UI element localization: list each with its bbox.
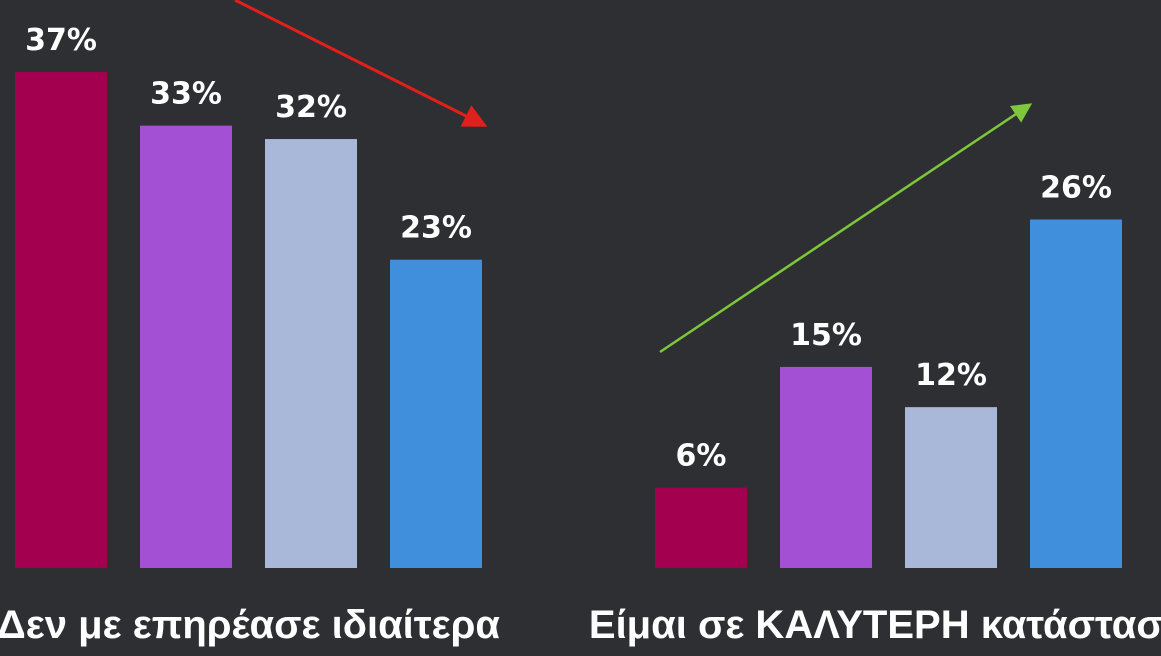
- bar: [390, 259, 482, 568]
- bar: [780, 366, 872, 568]
- value-label: 32%: [275, 90, 347, 125]
- value-label: 15%: [790, 318, 862, 353]
- bar: [15, 72, 107, 569]
- bar: [265, 139, 357, 569]
- category-label: Δεν με επηρέασε ιδιαίτερα: [0, 603, 500, 647]
- bar: [140, 125, 232, 569]
- bar: [905, 407, 997, 568]
- value-label: 23%: [400, 211, 472, 246]
- value-label: 37%: [25, 23, 97, 58]
- bar: [1030, 219, 1122, 568]
- value-label: 26%: [1040, 170, 1112, 205]
- trend-arrow-down: [234, 0, 488, 127]
- value-label: 6%: [676, 439, 727, 474]
- category-label: Είμαι σε ΚΑΛΥΤΕΡΗ κατάσταση: [589, 603, 1161, 647]
- bar: [655, 487, 747, 568]
- trend-arrow-up: [659, 103, 1033, 354]
- value-label: 12%: [915, 358, 987, 393]
- value-label: 33%: [150, 77, 222, 112]
